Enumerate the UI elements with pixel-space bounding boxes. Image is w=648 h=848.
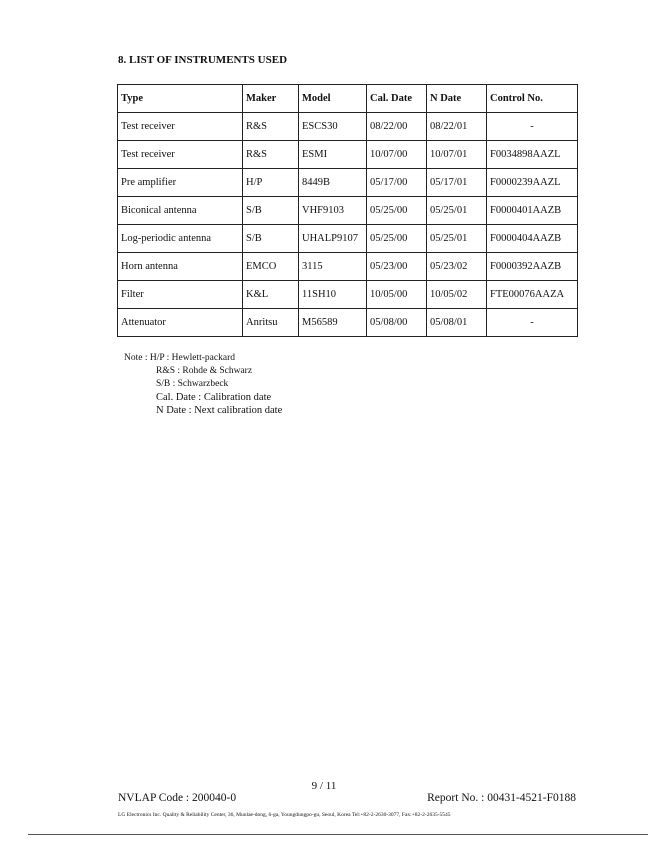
table-cell: 3115 bbox=[298, 252, 367, 281]
table-cell: 05/25/01 bbox=[426, 196, 487, 225]
table-cell: F0000239AAZL bbox=[486, 168, 578, 197]
table-cell: 05/08/01 bbox=[426, 308, 487, 337]
table-cell: Pre amplifier bbox=[117, 168, 243, 197]
table-cell: 08/22/00 bbox=[366, 112, 427, 141]
table-cell: 10/05/02 bbox=[426, 280, 487, 309]
table-cell: VHF9103 bbox=[298, 196, 367, 225]
table-cell: 10/07/01 bbox=[426, 140, 487, 169]
table-cell: - bbox=[486, 308, 578, 337]
column-header: Cal. Date bbox=[366, 84, 427, 113]
table-cell: 05/25/01 bbox=[426, 224, 487, 253]
table-cell: K&L bbox=[242, 280, 299, 309]
note-line: S/B : Schwarzbeck bbox=[156, 379, 229, 389]
table-cell: Attenuator bbox=[117, 308, 243, 337]
table-row: Pre amplifier H/P 8449B 05/17/00 05/17/01 F00… bbox=[117, 168, 578, 197]
column-header: Type bbox=[117, 84, 243, 113]
table-cell: FTE00076AAZA bbox=[486, 280, 578, 309]
page-number: 9 / 11 bbox=[311, 780, 337, 792]
notes: Note : H/P : Hewlett-packard R&S : Rohde… bbox=[124, 352, 282, 417]
table-row: Test receiver R&S ESMI 10/07/00 10/07/01 F003… bbox=[117, 140, 578, 169]
table-cell: Filter bbox=[117, 280, 243, 309]
table-cell: ESMI bbox=[298, 140, 367, 169]
table-cell: Anritsu bbox=[242, 308, 299, 337]
report-number: Report No. : 00431-4521-F0188 bbox=[427, 792, 576, 804]
table-cell: ESCS30 bbox=[298, 112, 367, 141]
table-cell: - bbox=[486, 112, 578, 141]
table-cell: Biconical antenna bbox=[117, 196, 243, 225]
table-cell: Test receiver bbox=[117, 112, 243, 141]
column-header: N Date bbox=[426, 84, 487, 113]
column-header: Model bbox=[298, 84, 367, 113]
table-cell: F0000392AAZB bbox=[486, 252, 578, 281]
column-header: Maker bbox=[242, 84, 299, 113]
table-cell: S/B bbox=[242, 196, 299, 225]
table-cell: EMCO bbox=[242, 252, 299, 281]
table-cell: 05/23/02 bbox=[426, 252, 487, 281]
table-cell: F0034898AAZL bbox=[486, 140, 578, 169]
instruments-table: Type Maker Model Cal. Date N Date Control No.… bbox=[117, 84, 578, 337]
table-row: Filter K&L 11SH10 10/05/00 10/05/02 FTE00076A… bbox=[117, 280, 578, 309]
table-cell: F0000401AAZB bbox=[486, 196, 578, 225]
section-title: 8. LIST OF INSTRUMENTS USED bbox=[118, 54, 288, 66]
table-cell: 05/17/01 bbox=[426, 168, 487, 197]
note-line: H/P : Hewlett-packard bbox=[149, 353, 235, 363]
note-line: N Date : Next calibration date bbox=[156, 405, 283, 416]
nvlap-code: NVLAP Code : 200040-0 bbox=[118, 792, 237, 804]
table-cell: 10/07/00 bbox=[366, 140, 427, 169]
table-cell: 10/05/00 bbox=[366, 280, 427, 309]
table-cell: 8449B bbox=[298, 168, 367, 197]
note-line: R&S : Rohde & Schwarz bbox=[156, 366, 253, 376]
table-cell: 08/22/01 bbox=[426, 112, 487, 141]
table-cell: 05/25/00 bbox=[366, 224, 427, 253]
table-row: Horn antenna EMCO 3115 05/23/00 05/23/02 F000… bbox=[117, 252, 578, 281]
note-line: Cal. Date : Calibration date bbox=[156, 392, 272, 403]
table-cell: H/P bbox=[242, 168, 299, 197]
table-cell: Log-periodic antenna bbox=[117, 224, 243, 253]
table-cell: UHALP9107 bbox=[298, 224, 367, 253]
table-cell: 05/23/00 bbox=[366, 252, 427, 281]
table-row: Test receiver R&S ESCS30 08/22/00 08/22/01- bbox=[117, 112, 578, 141]
column-header: Control No. bbox=[486, 84, 578, 113]
table-cell: 05/17/00 bbox=[366, 168, 427, 197]
table-cell: 11SH10 bbox=[298, 280, 367, 309]
table-row: Log-periodic antenna S/B UHALP9107 05/25/00… bbox=[117, 224, 578, 253]
table-cell: 05/08/00 bbox=[366, 308, 427, 337]
footer-rule bbox=[28, 834, 648, 835]
footer-address: LG Electronics Inc. Quality & Reliabilit… bbox=[118, 812, 451, 818]
table-cell: F0000404AAZB bbox=[486, 224, 578, 253]
table-cell: R&S bbox=[242, 140, 299, 169]
table-cell: S/B bbox=[242, 224, 299, 253]
table-cell: 05/25/00 bbox=[366, 196, 427, 225]
table-row: Biconical antenna S/B VHF9103 05/25/00 05/25… bbox=[117, 196, 578, 225]
table-cell: Horn antenna bbox=[117, 252, 243, 281]
notes-label: Note : bbox=[124, 353, 148, 363]
table-cell: Test receiver bbox=[117, 140, 243, 169]
table-cell: R&S bbox=[242, 112, 299, 141]
table-header-row: Type Maker Model Cal. Date N Date Control No. bbox=[117, 84, 578, 113]
table-row: Attenuator Anritsu M56589 05/08/00 05/08/01- bbox=[117, 308, 578, 337]
table-cell: M56589 bbox=[298, 308, 367, 337]
